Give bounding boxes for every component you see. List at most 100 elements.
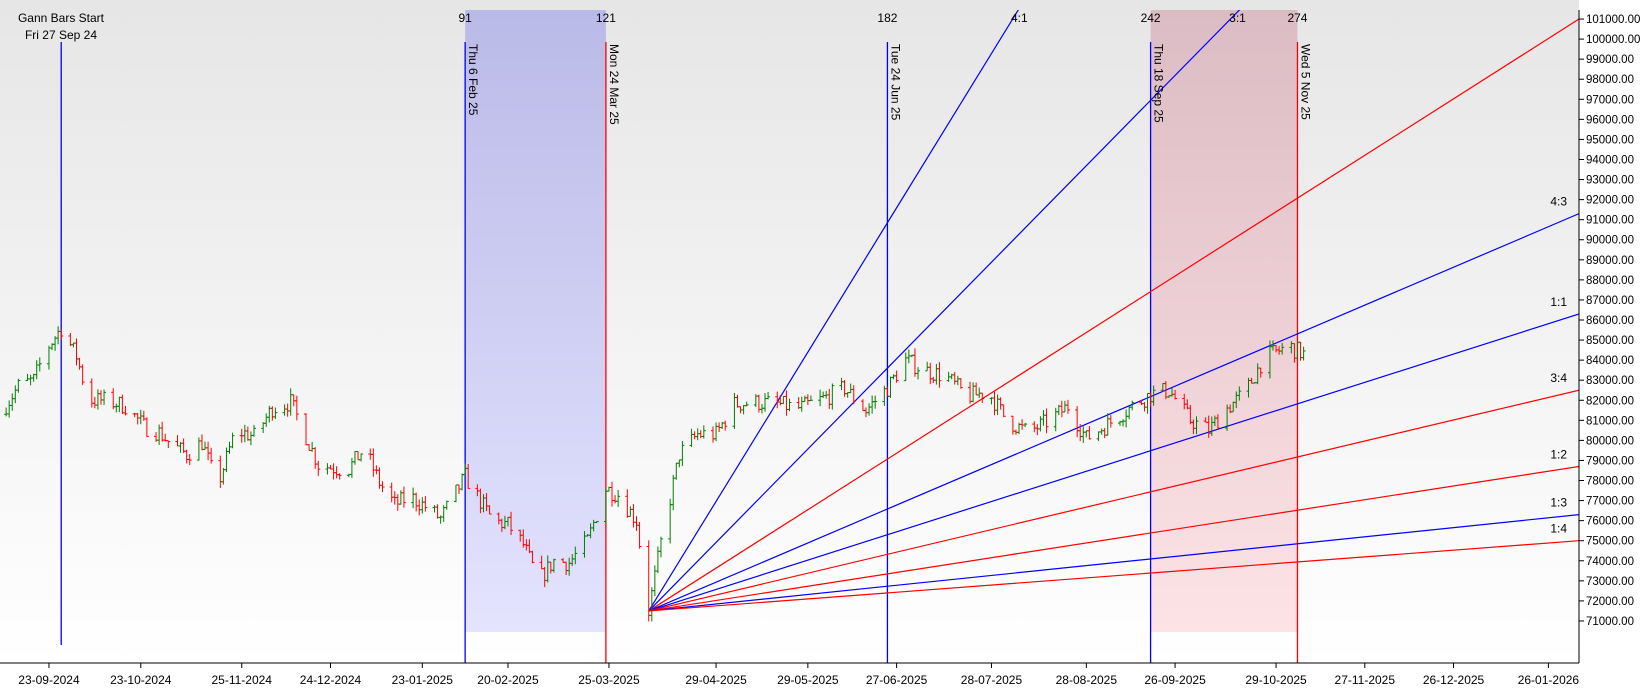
- price-tick-label: 94000.00: [1586, 154, 1634, 166]
- ohlc-bar: [1237, 386, 1242, 401]
- date-tick-label: 28-08-2025: [1056, 673, 1118, 687]
- price-tick-label: 88000.00: [1586, 275, 1634, 287]
- fan-line: [648, 313, 1579, 612]
- price-tick-label: 71000.00: [1586, 616, 1634, 628]
- ohlc-bar: [337, 473, 342, 480]
- ohlc-bar: [1065, 399, 1070, 414]
- shaded-zone: [1150, 10, 1298, 632]
- ohlc-bar: [466, 464, 471, 489]
- price-tick-label: 100000.00: [1586, 34, 1640, 46]
- ohlc-bar: [1001, 404, 1006, 418]
- ohlc-bar: [59, 329, 64, 340]
- ohlc-bar: [187, 454, 192, 466]
- fan-line: [648, 465, 1579, 612]
- cycle-date-label: Thu 6 Feb 25: [466, 44, 480, 116]
- price-tick-label: 89000.00: [1586, 255, 1634, 267]
- ohlc-bar: [251, 424, 256, 437]
- price-tick-label: 91000.00: [1586, 215, 1634, 227]
- cycle-date-label: Mon 24 Mar 25: [607, 44, 621, 125]
- price-tick-label: 96000.00: [1586, 114, 1634, 126]
- price-tick-label: 79000.00: [1586, 455, 1634, 467]
- price-tick-label: 84000.00: [1586, 355, 1634, 367]
- date-tick-label: 28-07-2025: [961, 673, 1023, 687]
- ohlc-bar: [808, 395, 813, 402]
- ohlc-bar: [916, 367, 921, 380]
- date-tick-label: 29-04-2025: [685, 673, 747, 687]
- fan-line: [648, 10, 1019, 612]
- fan-ratio-label: 3:1: [1229, 11, 1246, 25]
- ohlc-bar: [1215, 414, 1220, 429]
- ohlc-bar: [551, 558, 556, 573]
- date-tick-label: 25-03-2025: [578, 673, 640, 687]
- date-tick-label: 29-05-2025: [777, 673, 839, 687]
- ohlc-bar: [273, 407, 278, 419]
- ohlc-bar: [1130, 400, 1135, 411]
- cycle-date-label: Thu 18 Sep 25: [1152, 44, 1166, 123]
- price-tick-label: 87000.00: [1586, 295, 1634, 307]
- fan-line: [648, 389, 1579, 612]
- fan-ratio-label: 1:4: [1550, 522, 1567, 536]
- ohlc-bar: [444, 500, 449, 510]
- gann-fan: [648, 10, 1579, 612]
- cycle-bar-number: 121: [596, 11, 616, 25]
- price-tick-label: 90000.00: [1586, 235, 1634, 247]
- shaded-zone: [465, 10, 606, 632]
- ohlc-bar: [380, 481, 385, 493]
- ohlc-bar: [658, 536, 663, 558]
- ohlc-bar: [230, 432, 235, 449]
- ohlc-bar: [851, 385, 856, 405]
- plot-background: [0, 0, 1579, 663]
- ohlc-bar: [530, 550, 535, 564]
- fan-line: [648, 514, 1579, 612]
- cycle-bar-number: 91: [458, 11, 472, 25]
- ohlc-bar: [830, 383, 835, 410]
- date-tick-label: 27-06-2025: [866, 673, 928, 687]
- price-axis: 71000.00 72000.00 73000.00 74000.00 75000.00…: [1578, 10, 1640, 663]
- ohlc-bar: [958, 378, 963, 389]
- ohlc-bar: [166, 440, 171, 448]
- date-tick-label: 29-10-2025: [1245, 673, 1307, 687]
- cycle-bar-number: 274: [1287, 11, 1307, 25]
- ohlc-bar: [37, 357, 42, 372]
- ohlc-bar: [1258, 367, 1263, 378]
- ohlc-bar: [787, 398, 792, 412]
- ohlc-bar: [102, 389, 107, 405]
- price-tick-label: 99000.00: [1586, 54, 1634, 66]
- fan-ratio-label: 4:3: [1550, 195, 1567, 209]
- price-tick-label: 86000.00: [1586, 315, 1634, 327]
- ohlc-bar: [873, 395, 878, 409]
- price-tick-label: 75000.00: [1586, 536, 1634, 548]
- ohlc-bar: [1044, 408, 1049, 434]
- annotations: Gann Bars Start Fri 27 Sep 24 91 Thu 6 Feb …: [18, 11, 1567, 536]
- price-tick-label: 101000.00: [1586, 14, 1640, 26]
- ohlc-bar: [723, 420, 728, 431]
- fan-line: [648, 213, 1579, 612]
- shaded-zones: [465, 10, 1298, 632]
- ohlc-bar: [894, 370, 899, 383]
- cycle-bar-number: 182: [877, 11, 897, 25]
- ohlc-bar: [294, 395, 299, 421]
- fan-line: [648, 10, 1241, 612]
- date-tick-label: 26-09-2025: [1144, 673, 1206, 687]
- chart-title: Gann Bars Start: [18, 11, 105, 25]
- ohlc-bar: [209, 447, 214, 464]
- price-tick-label: 77000.00: [1586, 496, 1634, 508]
- date-tick-label: 23-01-2025: [392, 673, 454, 687]
- date-tick-label: 20-02-2025: [477, 673, 539, 687]
- price-tick-label: 93000.00: [1586, 175, 1634, 187]
- price-tick-label: 97000.00: [1586, 94, 1634, 106]
- ohlc-bar: [680, 441, 685, 466]
- fan-ratio-label: 3:4: [1550, 371, 1567, 385]
- price-tick-label: 83000.00: [1586, 375, 1634, 387]
- price-tick-label: 82000.00: [1586, 395, 1634, 407]
- date-axis: 23-09-2024 23-10-2024 25-11-2024 24-12-2024…: [0, 662, 1579, 687]
- date-tick-label: 23-09-2024: [18, 673, 80, 687]
- fan-ratio-label: 1:3: [1550, 496, 1567, 510]
- price-tick-label: 74000.00: [1586, 556, 1634, 568]
- fan-line: [648, 540, 1579, 612]
- price-tick-label: 78000.00: [1586, 476, 1634, 488]
- ohlc-bar: [594, 520, 599, 524]
- price-tick-label: 80000.00: [1586, 435, 1634, 447]
- fan-line: [648, 18, 1579, 612]
